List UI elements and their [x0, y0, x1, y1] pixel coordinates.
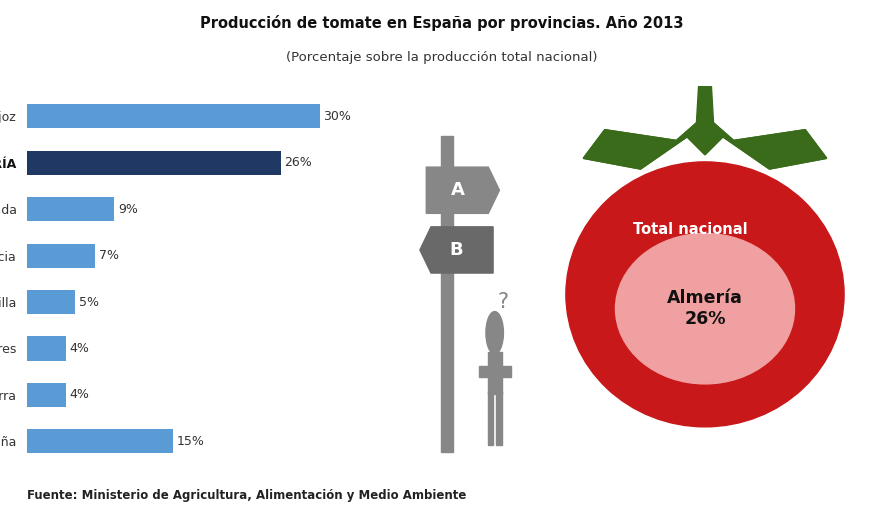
Text: Almería
26%: Almería 26%	[667, 289, 743, 328]
Polygon shape	[583, 116, 827, 169]
Text: 15%: 15%	[177, 435, 205, 448]
Polygon shape	[583, 116, 827, 169]
Text: ?: ?	[497, 292, 508, 312]
Bar	[27, 197, 114, 221]
Bar	[27, 151, 280, 175]
Text: 30%: 30%	[324, 110, 352, 123]
Bar	[502, 366, 511, 377]
Text: B: B	[450, 241, 463, 259]
Bar	[27, 337, 65, 360]
Circle shape	[486, 312, 504, 354]
Bar	[488, 352, 502, 394]
Text: 9%: 9%	[118, 203, 138, 215]
Bar	[440, 136, 453, 452]
Bar	[479, 366, 488, 377]
Bar	[488, 390, 493, 445]
Ellipse shape	[615, 234, 795, 384]
Bar	[27, 290, 75, 314]
Ellipse shape	[660, 108, 750, 151]
Text: 5%: 5%	[80, 296, 99, 309]
Bar	[27, 429, 173, 453]
Text: 26%: 26%	[285, 156, 312, 169]
Bar	[27, 383, 65, 407]
Polygon shape	[426, 167, 499, 213]
Text: Producción de tomate en España por provincias. Año 2013: Producción de tomate en España por provi…	[201, 15, 683, 31]
Text: Total nacional: Total nacional	[633, 223, 748, 237]
Text: A: A	[451, 181, 465, 199]
Text: 4%: 4%	[70, 342, 89, 355]
Text: Fuente: Ministerio de Agricultura, Alimentación y Medio Ambiente: Fuente: Ministerio de Agricultura, Alime…	[27, 489, 466, 502]
Ellipse shape	[566, 162, 844, 427]
Text: (Porcentaje sobre la producción total nacional): (Porcentaje sobre la producción total na…	[286, 51, 598, 64]
Bar	[27, 243, 95, 268]
Bar	[496, 390, 502, 445]
Polygon shape	[420, 227, 493, 273]
Polygon shape	[696, 87, 714, 130]
Bar	[27, 104, 320, 128]
Text: 7%: 7%	[99, 249, 118, 262]
Text: 4%: 4%	[70, 388, 89, 402]
